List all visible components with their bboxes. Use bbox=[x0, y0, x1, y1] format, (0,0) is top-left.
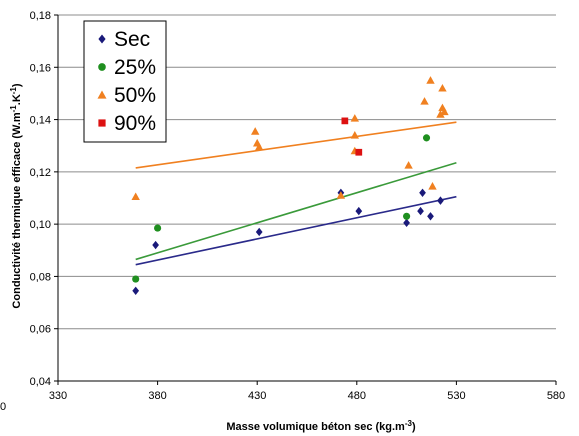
data-point bbox=[132, 275, 140, 283]
trendline bbox=[135, 161, 457, 261]
y-tick-label: 0,10 bbox=[30, 219, 51, 231]
legend-marker bbox=[98, 63, 106, 71]
y-tick-label: 0,12 bbox=[30, 167, 51, 179]
data-point bbox=[437, 196, 444, 205]
x-axis-title: Masse volumique béton sec (kg.m-3) bbox=[226, 419, 416, 433]
y-tick-label: 0,14 bbox=[30, 115, 51, 127]
y-axis-title: Conductivité thermique efficace (W.m-1.K… bbox=[9, 83, 23, 308]
data-point bbox=[420, 97, 429, 105]
trendlines bbox=[135, 121, 457, 266]
data-point bbox=[427, 212, 434, 221]
gridlines bbox=[54, 14, 556, 382]
data-point bbox=[428, 182, 437, 190]
legend-label: Sec bbox=[114, 28, 150, 51]
y-tick-label: 0,16 bbox=[30, 62, 51, 74]
data-point bbox=[254, 142, 264, 151]
legend-label: 50% bbox=[114, 84, 156, 107]
data-point bbox=[403, 218, 410, 228]
legend-box bbox=[83, 20, 167, 143]
y-tick-label: 0,08 bbox=[30, 271, 51, 283]
legend-marker bbox=[98, 34, 106, 44]
stray-axis-label: 0 bbox=[0, 401, 6, 413]
legend-label: 90% bbox=[114, 112, 156, 135]
y-tick-label: 0,04 bbox=[30, 376, 51, 388]
data-point bbox=[355, 148, 363, 156]
x-tick-label: 380 bbox=[148, 390, 166, 402]
data-point bbox=[438, 84, 447, 92]
x-tick-label: 580 bbox=[547, 390, 565, 402]
data-point bbox=[436, 110, 445, 118]
data-point bbox=[422, 134, 431, 142]
data-point bbox=[419, 188, 426, 197]
y-tick-label: 0,18 bbox=[30, 10, 51, 22]
legend-marker bbox=[98, 119, 106, 127]
data-point bbox=[417, 206, 424, 216]
legend-label: 25% bbox=[114, 56, 156, 79]
x-tick-label: 480 bbox=[348, 390, 366, 402]
y-tick-label: 0,06 bbox=[30, 324, 51, 336]
data-point bbox=[336, 191, 346, 199]
data-point bbox=[131, 192, 140, 201]
x-tick-labels: 330 380 430 480 530 580 bbox=[49, 390, 565, 402]
data-point bbox=[152, 240, 159, 250]
data-point bbox=[403, 212, 411, 220]
data-point bbox=[251, 127, 260, 135]
axes bbox=[57, 15, 557, 385]
legend-marker bbox=[97, 90, 107, 99]
data-point bbox=[440, 107, 449, 116]
data-point bbox=[404, 161, 413, 169]
data-point bbox=[350, 114, 360, 122]
legend: Sec 25% 50% 90% bbox=[83, 20, 167, 143]
data-point bbox=[341, 117, 349, 125]
trendline bbox=[135, 121, 457, 169]
data-points bbox=[131, 76, 449, 296]
data-point bbox=[154, 224, 162, 232]
x-tick-label: 430 bbox=[248, 390, 266, 402]
trendline bbox=[135, 195, 457, 266]
data-point bbox=[132, 286, 140, 296]
x-tick-label: 330 bbox=[49, 390, 67, 402]
data-point bbox=[426, 76, 435, 84]
y-tick-labels: 0,04 0,06 0,08 0,10 0,12 0,14 0,16 0,18 bbox=[30, 10, 51, 388]
data-point bbox=[355, 206, 363, 216]
data-point bbox=[255, 227, 263, 237]
x-tick-label: 530 bbox=[447, 390, 465, 402]
data-point bbox=[350, 131, 360, 139]
